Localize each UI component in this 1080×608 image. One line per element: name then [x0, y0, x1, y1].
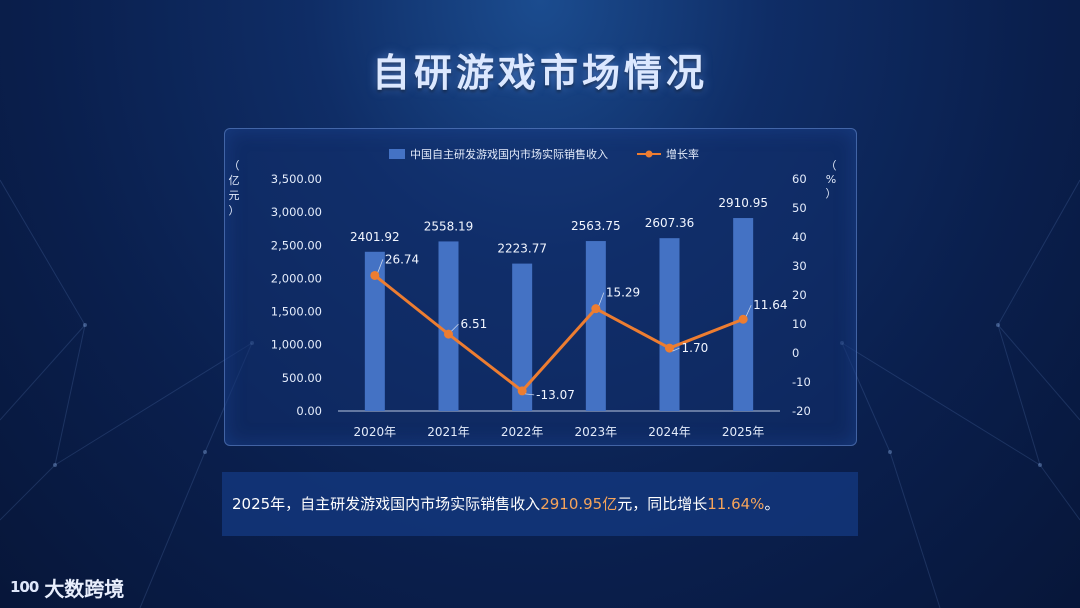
line-point	[738, 314, 748, 324]
y-left-tick-label: 2,500.00	[271, 238, 322, 252]
summary-text: 2025年，自主研发游戏国内市场实际销售收入2910.95亿元，同比增长11.6…	[222, 472, 858, 536]
y-right-tick-label: -20	[792, 404, 811, 418]
summary-middle: 元，同比增长	[617, 495, 708, 513]
y-right-axis-label: ）	[826, 187, 837, 200]
x-tick-label: 2023年	[575, 425, 618, 439]
line-label-leader	[377, 259, 384, 273]
x-tick-label: 2022年	[501, 425, 544, 439]
bar-data-label: 2563.75	[571, 219, 621, 233]
y-right-tick-label: 50	[792, 201, 807, 215]
line-point	[517, 386, 527, 396]
bar-data-label: 2607.36	[645, 216, 695, 230]
summary-prefix: 2025年，自主研发游戏国内市场实际销售收入	[232, 495, 541, 513]
y-left-tick-label: 3,000.00	[271, 205, 322, 219]
y-left-tick-label: 1,000.00	[271, 338, 322, 352]
y-right-tick-label: 0	[792, 346, 799, 360]
legend-line-label: 增长率	[666, 147, 699, 161]
line-point	[591, 304, 601, 314]
combo-chart: 中国自主研发游戏国内市场实际销售收入 增长率（亿元）（%）0.00500.001,…	[229, 147, 837, 439]
line-label-leader	[451, 323, 459, 332]
line-data-label: 15.29	[606, 286, 640, 300]
legend-bar-label: 中国自主研发游戏国内市场实际销售收入	[410, 147, 608, 161]
y-right-tick-label: -10	[792, 375, 811, 389]
line-label-leader	[525, 393, 535, 396]
legend-line-marker	[645, 150, 653, 158]
line-data-label: 26.74	[385, 252, 419, 266]
bar	[659, 238, 680, 411]
bar	[512, 263, 533, 411]
line-point	[665, 343, 674, 353]
x-tick-label: 2024年	[648, 425, 691, 439]
line-data-label: 1.70	[682, 341, 709, 355]
bar-data-label: 2401.92	[350, 230, 400, 244]
y-left-tick-label: 1,500.00	[271, 305, 322, 319]
x-tick-label: 2020年	[354, 425, 397, 439]
logo-text: 大数跨境	[44, 576, 125, 601]
bar-data-label: 2910.95	[718, 196, 768, 210]
logo-mark-icon: 100	[10, 578, 39, 596]
page-title: 自研游戏市场情况	[371, 51, 708, 95]
line-point	[370, 270, 380, 280]
x-tick-label: 2021年	[427, 425, 470, 439]
y-right-tick-label: 60	[792, 172, 807, 186]
legend-bar-swatch	[389, 149, 405, 159]
chart-panel: 中国自主研发游戏国内市场实际销售收入 增长率（亿元）（%） 0.00 500.00 1,…	[224, 128, 857, 446]
y-left-axis-label: 亿	[229, 174, 240, 187]
y-right-tick-label: 40	[792, 230, 807, 244]
y-left-tick-label: 0.00	[296, 404, 322, 418]
y-left-tick-label: 500.00	[282, 371, 322, 385]
line-data-label: 6.51	[461, 317, 488, 331]
y-right-tick-label: 30	[792, 259, 807, 273]
bar	[364, 251, 385, 411]
bar	[585, 241, 606, 411]
line-label-leader	[598, 292, 605, 306]
line-point	[444, 329, 453, 339]
line-data-label: 11.64	[753, 298, 787, 312]
bar	[733, 218, 754, 411]
y-right-tick-label: 20	[792, 288, 807, 302]
y-right-tick-label: 10	[792, 317, 807, 331]
line-label-leader	[745, 305, 752, 317]
line-label-leader	[672, 347, 680, 352]
growth-rate-line	[373, 274, 744, 393]
y-left-tick-label: 3,500.00	[271, 172, 322, 186]
bar-data-label: 2223.77	[497, 242, 547, 256]
y-left-axis-label: ）	[229, 204, 240, 217]
brand-logo: 100 大数跨境	[10, 572, 124, 602]
y-left-tick-label: 2,000.00	[271, 271, 322, 285]
y-right-axis-label: %	[826, 173, 836, 186]
line-data-label: -13.07	[536, 388, 575, 402]
summary-growth-rate: 11.64%	[707, 495, 765, 513]
summary-suffix: 。	[764, 495, 780, 513]
y-right-axis-label: （	[826, 159, 837, 172]
y-left-axis-label: 元	[229, 189, 240, 202]
bar	[438, 241, 459, 411]
y-left-axis-label: （	[229, 159, 240, 172]
x-tick-label: 2025年	[722, 425, 765, 439]
summary-revenue-value: 2910.95亿	[540, 495, 618, 513]
bar-data-label: 2558.19	[424, 219, 474, 233]
